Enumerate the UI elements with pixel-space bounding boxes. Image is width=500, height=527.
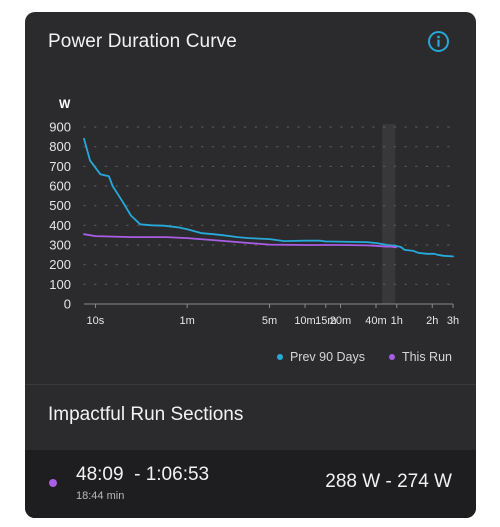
x-tick-label: 40m — [365, 315, 386, 327]
y-tick-label: 700 — [49, 159, 71, 174]
x-tick-label: 5m — [262, 315, 277, 327]
y-tick-label: 500 — [49, 198, 71, 213]
y-axis-label: W — [59, 97, 71, 111]
y-tick-label: 300 — [49, 238, 71, 253]
y-tick-label: 800 — [49, 139, 71, 154]
run-section-dot — [49, 479, 57, 487]
series-line-this-run — [83, 233, 397, 249]
y-tick-label: 0 — [64, 297, 71, 312]
y-tick-label: 900 — [49, 120, 71, 135]
run-section-row[interactable]: 48:09 - 1:06:53 18:44 min 288 W - 274 W — [25, 450, 476, 518]
x-tick-label: 3h — [447, 315, 459, 327]
y-tick-label: 600 — [49, 179, 71, 194]
info-glyph — [437, 35, 440, 47]
chart-grid — [83, 126, 454, 305]
card-title: Power Duration Curve — [48, 31, 237, 52]
x-tick-label: 1m — [180, 315, 195, 327]
run-section-power: 288 W - 274 W — [325, 471, 452, 492]
highlight-band — [382, 124, 396, 304]
x-tick-label: 20m — [330, 315, 351, 327]
x-tick-label: 15m — [315, 315, 336, 327]
x-tick-label: 1h — [391, 315, 403, 327]
chart-legend: Prev 90 Days This Run — [276, 350, 452, 364]
y-tick-label: 400 — [49, 218, 71, 233]
legend-label-prev: Prev 90 Days — [289, 350, 365, 364]
series-line-prev-90-days — [83, 137, 454, 258]
legend-item-run[interactable]: This Run — [388, 350, 452, 364]
legend-item-prev[interactable]: Prev 90 Days — [276, 350, 365, 364]
y-tick-label: 100 — [49, 277, 71, 292]
run-section-time-range: 48:09 - 1:06:53 — [76, 464, 210, 485]
sections-title: Impactful Run Sections — [48, 404, 244, 425]
section-divider — [25, 384, 476, 385]
run-section-duration: 18:44 min — [76, 490, 125, 502]
legend-dot-run — [388, 354, 395, 360]
x-tick-label: 10s — [87, 315, 105, 327]
x-tick-label: 2h — [426, 315, 438, 327]
legend-dot-prev — [276, 354, 283, 360]
info-icon[interactable] — [428, 31, 449, 52]
chart-series — [83, 137, 454, 258]
x-tick-label: 10m — [294, 315, 315, 327]
legend-label-run: This Run — [401, 350, 452, 364]
y-axis-ticks: 0 100 200 300 400 500 600 700 800 900 — [49, 120, 71, 312]
power-duration-card: Power Duration Curve W 0 100 200 300 400 500 6… — [25, 12, 476, 518]
y-tick-label: 200 — [49, 257, 71, 272]
